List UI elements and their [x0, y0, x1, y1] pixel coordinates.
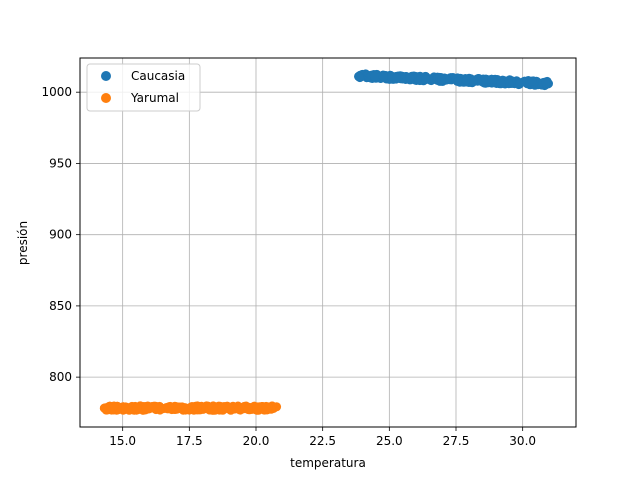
legend-label-yarumal: Yarumal [130, 91, 179, 105]
y-tick-label: 900 [49, 228, 72, 242]
x-tick-label: 27.5 [443, 434, 470, 448]
y-tick-label: 800 [49, 370, 72, 384]
legend: Caucasia Yarumal [86, 63, 201, 112]
legend-marker-yarumal [101, 93, 111, 103]
point-yarumal [120, 404, 130, 414]
legend-marker-caucasia [101, 71, 111, 81]
x-tick-label: 17.5 [176, 434, 203, 448]
point-caucasia [405, 73, 415, 83]
legend-label-caucasia: Caucasia [131, 69, 185, 83]
point-caucasia [379, 71, 388, 81]
point-yarumal [180, 404, 190, 414]
point-yarumal [102, 405, 111, 414]
point-caucasia [496, 79, 506, 89]
point-yarumal [224, 402, 234, 412]
y-axis-label: presión [16, 221, 30, 265]
x-tick-label: 20.0 [243, 434, 270, 448]
point-caucasia [541, 78, 551, 88]
axis-ticks: 15.0 17.5 20.0 22.5 25.0 27.5 30.0 800 850 900 950… [41, 85, 536, 448]
point-yarumal [145, 403, 155, 413]
y-tick-label: 1000 [41, 85, 72, 99]
point-yarumal [132, 403, 142, 413]
point-caucasia [487, 74, 497, 84]
x-tick-label: 25.0 [376, 434, 403, 448]
legend-box [86, 63, 201, 112]
point-caucasia [468, 76, 478, 86]
point-caucasia [354, 72, 364, 82]
point-caucasia [452, 76, 462, 86]
point-yarumal [166, 403, 176, 413]
point-caucasia [369, 71, 379, 81]
point-caucasia [527, 76, 537, 86]
y-tick-label: 950 [49, 156, 72, 170]
point-yarumal [234, 405, 244, 414]
point-yarumal [152, 402, 162, 412]
point-caucasia [421, 75, 430, 84]
y-tick-label: 850 [49, 299, 72, 313]
point-caucasia [392, 73, 401, 83]
data-points [99, 69, 553, 415]
x-tick-label: 22.5 [309, 434, 336, 448]
x-axis-label: temperatura [290, 456, 366, 470]
grid-lines [80, 58, 576, 427]
point-caucasia [437, 75, 446, 85]
point-yarumal [254, 402, 264, 412]
x-tick-label: 15.0 [109, 434, 136, 448]
point-yarumal [243, 404, 253, 414]
point-caucasia [515, 79, 525, 89]
plot-frame [79, 57, 577, 428]
point-yarumal [261, 401, 271, 411]
point-yarumal [216, 403, 226, 413]
x-tick-label: 30.0 [509, 434, 536, 448]
